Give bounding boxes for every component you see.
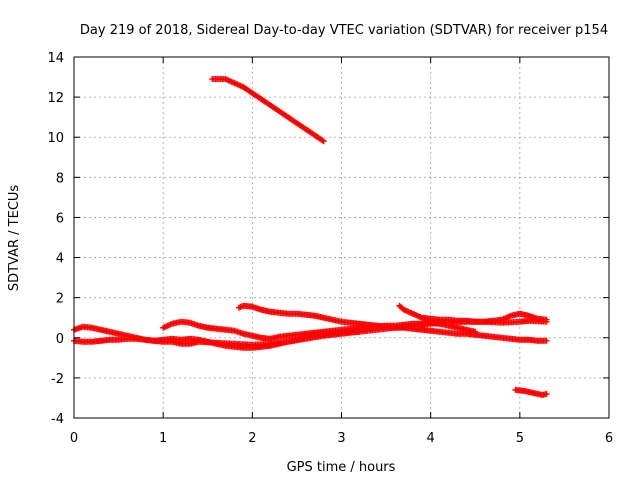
- x-tick-label: 6: [605, 431, 613, 446]
- x-tick-label: 3: [337, 431, 345, 446]
- series-arc-e: [396, 302, 550, 325]
- y-tick-label: 4: [56, 252, 64, 267]
- data-point: [320, 138, 327, 145]
- data-point: [543, 316, 550, 323]
- y-tick-label: 0: [56, 332, 64, 347]
- series-arc-b: [71, 328, 363, 351]
- y-tick-label: -4: [51, 412, 64, 427]
- data-point: [543, 337, 550, 344]
- chart-title: Day 219 of 2018, Sidereal Day-to-day VTE…: [80, 23, 608, 38]
- x-axis-label: GPS time / hours: [287, 460, 396, 475]
- x-tick-label: 4: [427, 431, 435, 446]
- y-tick-label: 12: [47, 91, 64, 106]
- series-arc-low: [512, 386, 550, 398]
- series-arc-high: [209, 76, 327, 145]
- y-tick-label: 6: [56, 211, 64, 226]
- grid: [74, 57, 609, 418]
- series-arc-d: [235, 302, 550, 344]
- y-tick-label: 10: [47, 131, 64, 146]
- data-series-layer: [71, 76, 550, 398]
- y-tick-label: -2: [51, 372, 64, 387]
- y-axis-label: SDTVAR / TECUs: [7, 185, 22, 292]
- x-tick-label: 1: [159, 431, 167, 446]
- x-tick-label: 2: [248, 431, 256, 446]
- x-tick-label: 0: [70, 431, 78, 446]
- x-tick-label: 5: [516, 431, 524, 446]
- y-tick-label: 8: [56, 171, 64, 186]
- y-tick-label: 2: [56, 292, 64, 307]
- data-point: [543, 390, 550, 397]
- data-point: [319, 137, 326, 144]
- y-tick-label: 14: [47, 51, 64, 66]
